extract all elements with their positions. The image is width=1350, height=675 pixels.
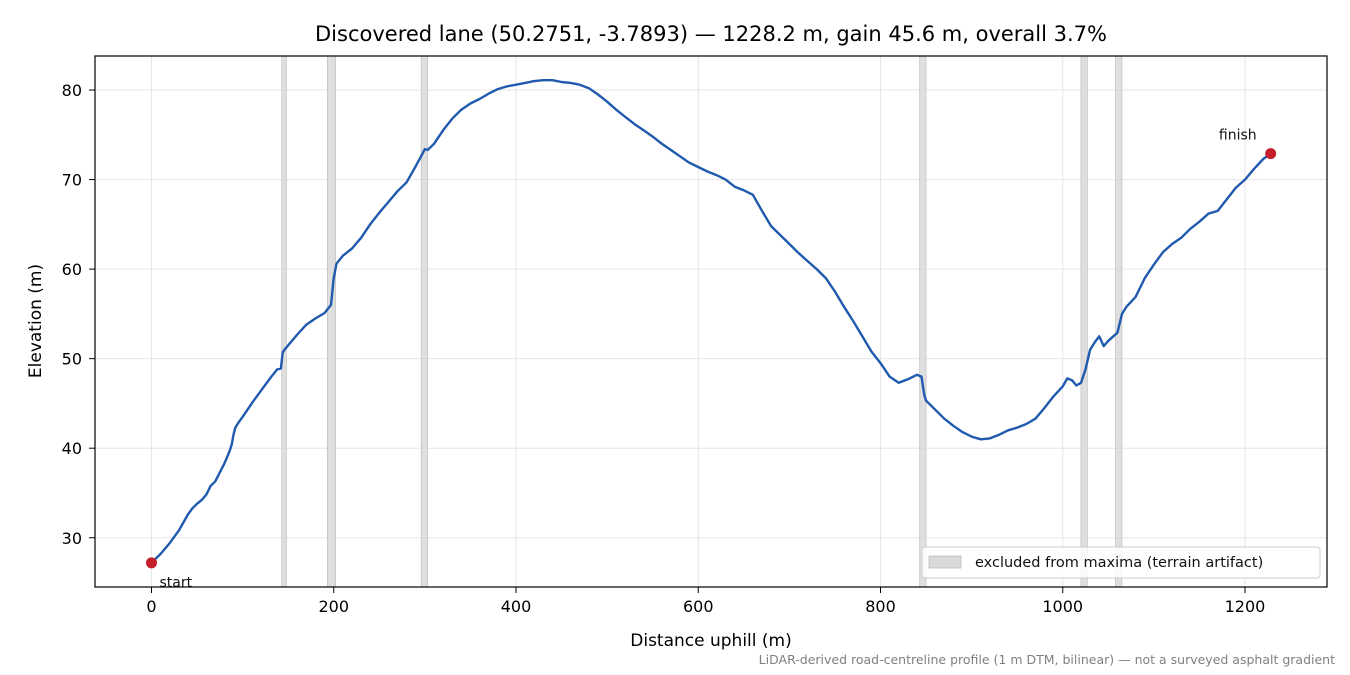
y-axis-ticks: 30 40 50 60 70 80 <box>62 81 95 548</box>
y-tick-label: 80 <box>62 81 82 100</box>
y-tick-label: 60 <box>62 260 82 279</box>
x-tick-label: 600 <box>683 597 714 616</box>
footnote: LiDAR-derived road-centreline profile (1… <box>759 652 1335 667</box>
excluded-band <box>420 55 429 588</box>
y-tick-label: 70 <box>62 171 82 190</box>
legend-box <box>921 546 1321 579</box>
x-axis-ticks: 0 200 400 600 800 1000 1200 <box>146 587 1265 616</box>
series-line <box>150 79 1272 564</box>
x-tick-label: 400 <box>501 597 532 616</box>
x-tick-label: 1200 <box>1225 597 1266 616</box>
y-tick-label: 40 <box>62 439 82 458</box>
annotation-finish: finish <box>1219 128 1257 144</box>
annotation-start: start <box>159 575 192 591</box>
excluded-band <box>919 55 927 588</box>
x-axis-label: Distance uphill (m) <box>630 631 791 651</box>
x-tick-label: 800 <box>865 597 896 616</box>
legend: excluded from maxima (terrain artifact) <box>921 546 1321 579</box>
chart-title: Discovered lane (50.2751, -3.7893) — 122… <box>315 22 1107 46</box>
x-tick-label: 0 <box>146 597 156 616</box>
y-axis-label: Elevation (m) <box>26 264 46 378</box>
plot-frame <box>94 55 1328 588</box>
legend-label: excluded from maxima (terrain artifact) <box>975 555 1263 571</box>
marker-finish <box>1265 148 1277 160</box>
x-tick-label: 200 <box>318 597 349 616</box>
excluded-band <box>1080 55 1088 588</box>
x-tick-label: 1000 <box>1042 597 1083 616</box>
excluded-band <box>281 55 287 588</box>
excluded-band <box>326 55 336 588</box>
y-tick-label: 50 <box>62 350 82 369</box>
marker-start <box>145 557 157 569</box>
legend-swatch <box>928 555 962 569</box>
y-tick-label: 30 <box>62 529 82 548</box>
